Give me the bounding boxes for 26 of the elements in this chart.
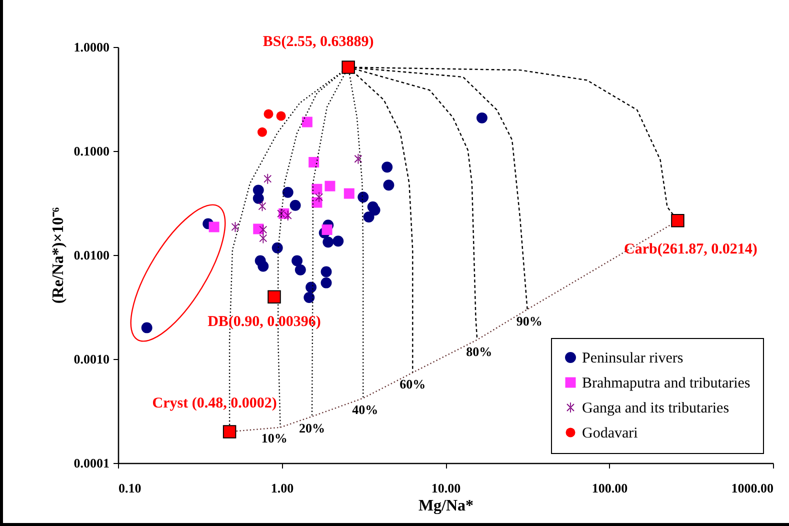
x-axis-title: Mg/Na* (418, 498, 474, 514)
legend-label: Ganga and its tributaries (582, 400, 730, 416)
annotation: BS(2.55, 0.63889) (262, 34, 374, 50)
legend-label: Godavari (582, 426, 638, 442)
x-tick-label: 1000.00 (731, 480, 774, 496)
annotation: 20% (298, 420, 325, 436)
annotation: 80% (466, 344, 492, 359)
y-tick-label: 0.1000 (74, 144, 110, 158)
x-tick-label: 100.00 (592, 480, 628, 496)
x-tick-label: 0.10 (118, 480, 142, 496)
y-tick-label: 0.0001 (74, 456, 110, 470)
y-axis-title: (Re/Na*)×10⁻⁶ (50, 207, 67, 304)
x-tick-label: 10.00 (431, 480, 461, 496)
y-tick-label: 0.0010 (74, 352, 110, 366)
x-tick-label: 1.00 (270, 480, 294, 496)
y-tick-label: 1.0000 (74, 40, 110, 54)
annotation: 60% (400, 376, 426, 392)
legend-label: Brahmaputra and tributaries (582, 376, 750, 392)
annotation: Cryst (0.48, 0.0002) (152, 396, 277, 412)
y-tick-label: 0.0100 (74, 248, 110, 262)
annotation: 10% (261, 430, 288, 446)
annotation: 40% (352, 402, 378, 418)
annotation: Carb(261.87, 0.0214) (624, 242, 758, 258)
annotation: DB(0.90, 0.00396) (208, 314, 321, 330)
annotation: 90% (516, 313, 542, 328)
legend-label: Peninsular rivers (582, 350, 684, 366)
